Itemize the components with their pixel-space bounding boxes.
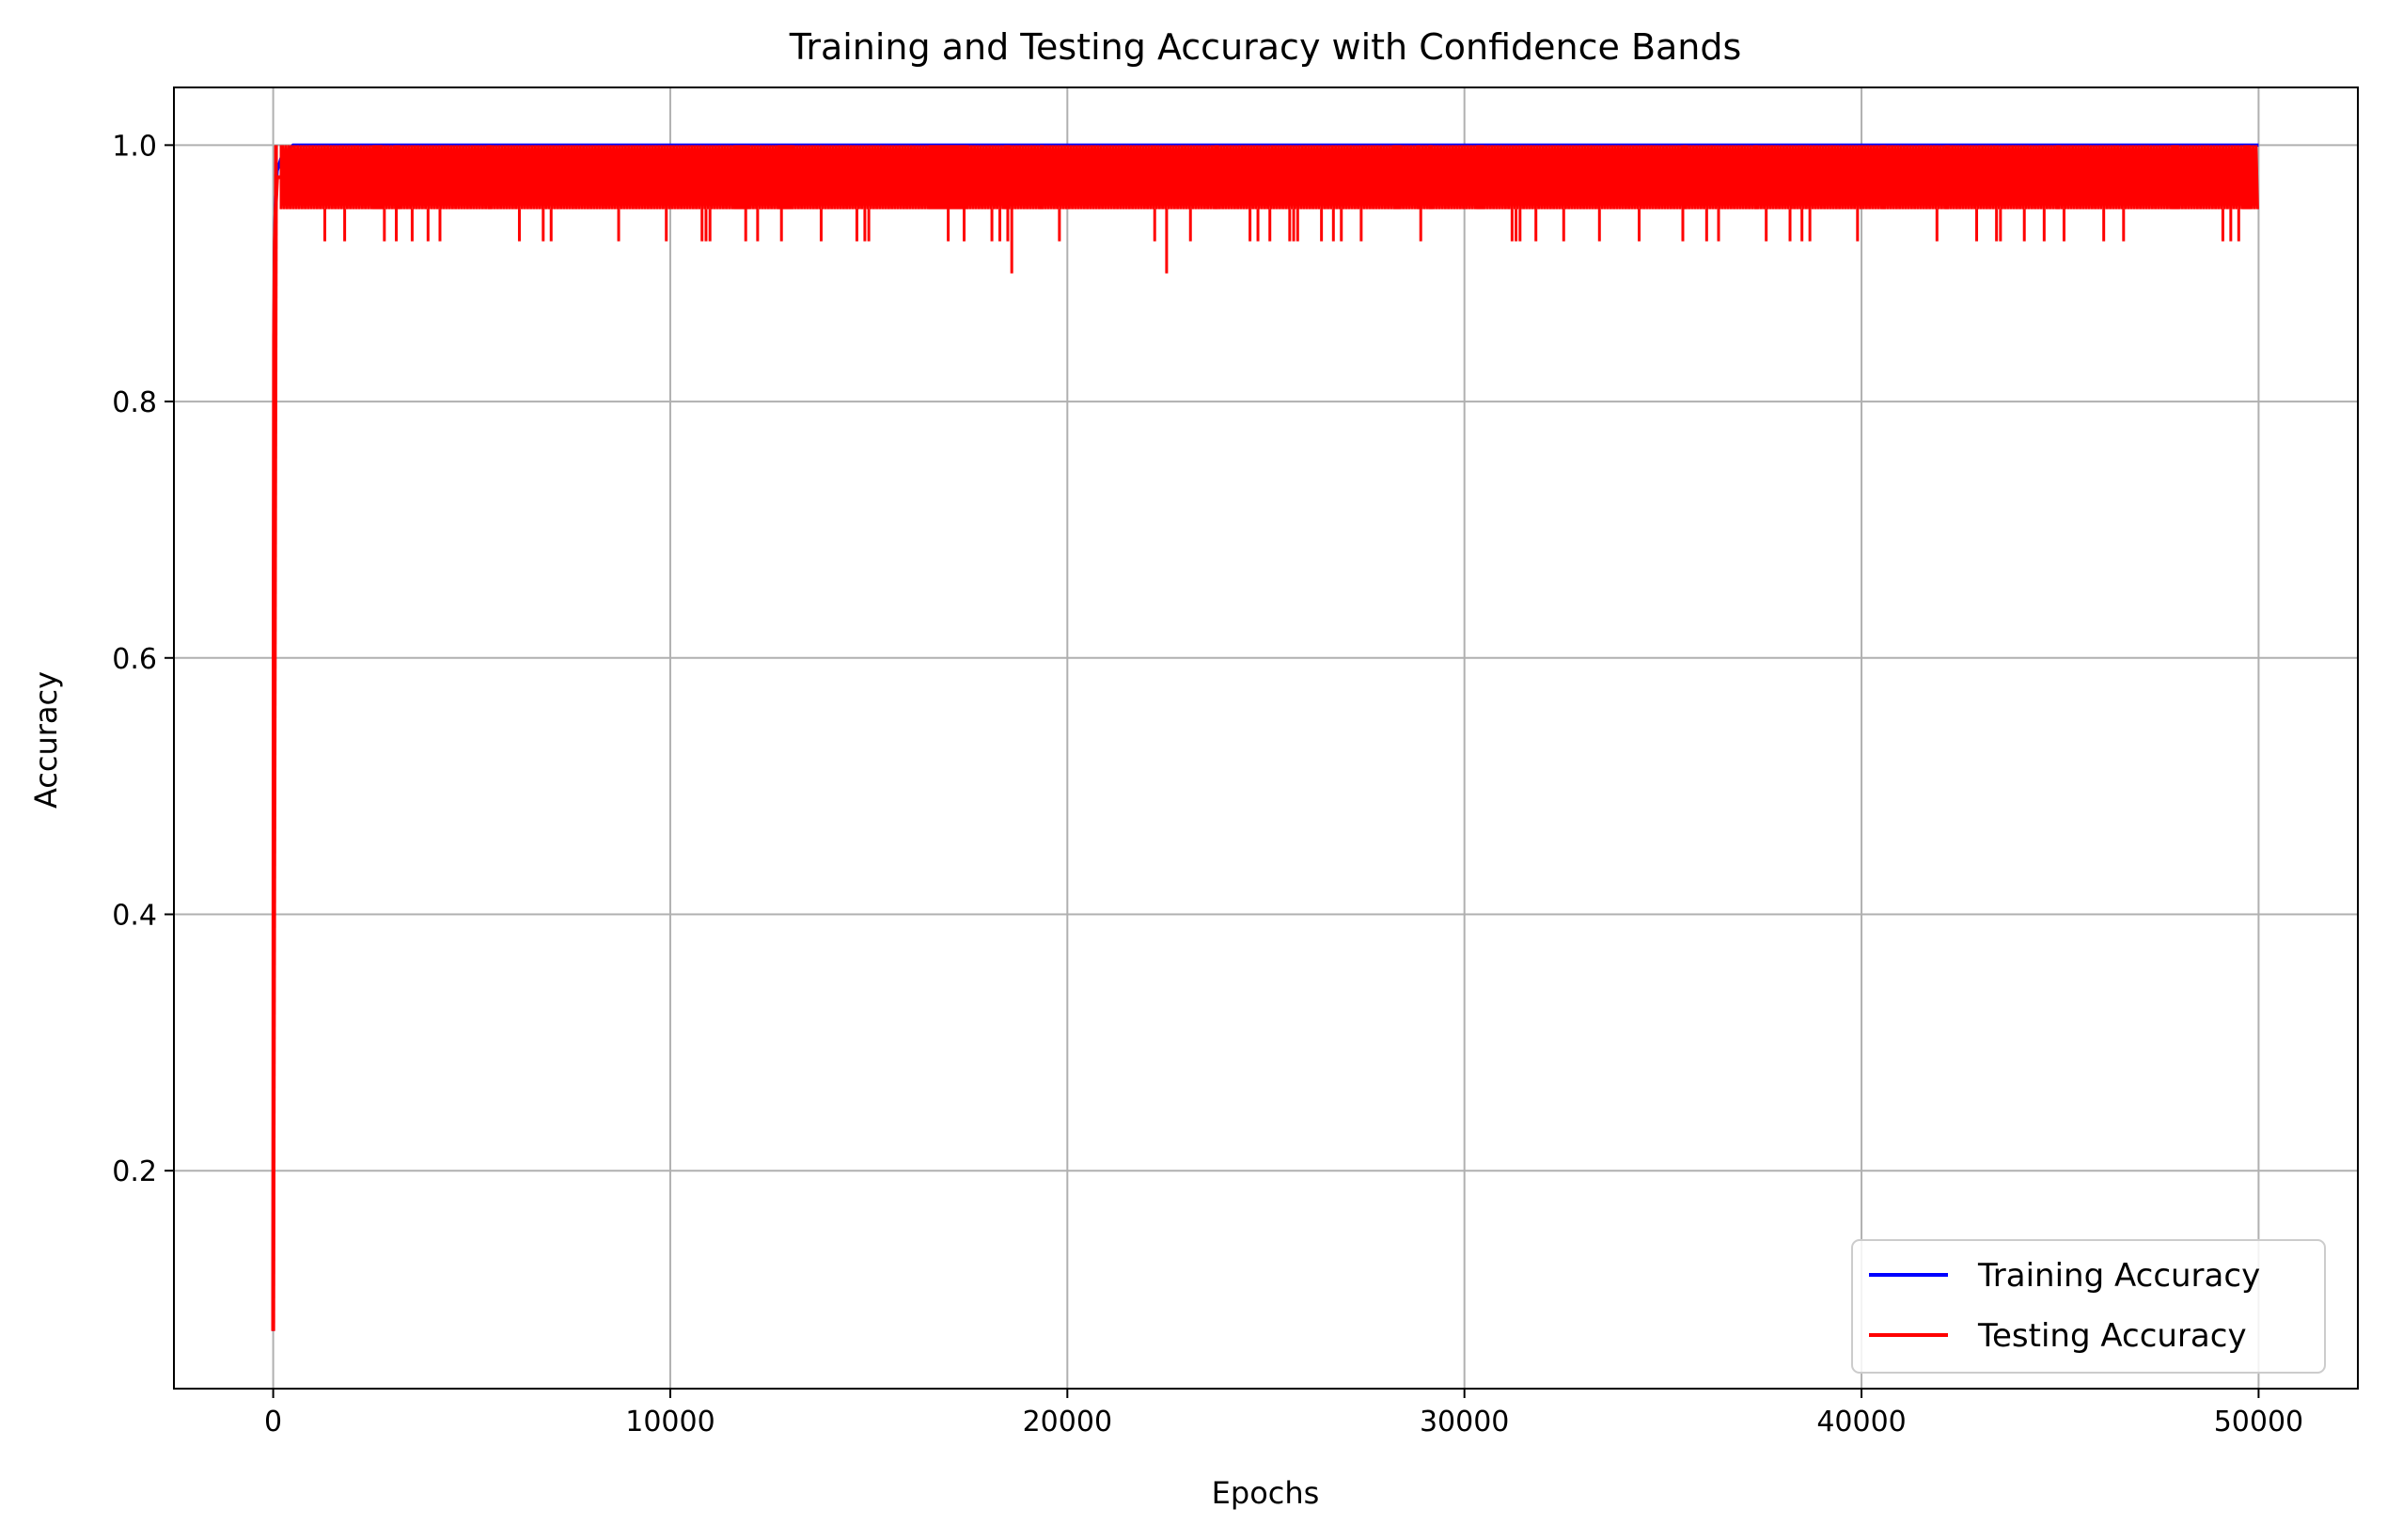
- band-fill-segment: [487, 145, 492, 210]
- series-oscillation-testing: [279, 145, 2259, 210]
- x-axis-label: Epochs: [1212, 1475, 1320, 1511]
- x-tick-label: 40000: [1816, 1406, 1906, 1438]
- band-fill-segment: [2242, 145, 2251, 210]
- y-axis-label: Accuracy: [28, 671, 64, 809]
- band-fill-segment: [1476, 145, 1484, 210]
- y-tick-label: 0.6: [112, 643, 157, 676]
- band-fill-segment: [1428, 145, 1433, 210]
- band-fill-segment: [777, 145, 793, 210]
- band-fill-segment: [1416, 145, 1421, 210]
- band-fill-segment: [928, 145, 968, 210]
- band-fill-segment: [372, 145, 383, 210]
- band-fill-segment: [733, 145, 750, 210]
- y-tick-label: 0.4: [112, 899, 157, 932]
- band-fill-segment: [1944, 145, 1949, 210]
- band-fill-segment: [2056, 145, 2061, 210]
- x-tick-label: 0: [264, 1406, 282, 1438]
- band-fill-segment: [1003, 145, 1011, 210]
- band-fill-segment: [1682, 145, 1688, 210]
- band-fill-segment: [394, 145, 400, 210]
- plot-background: [174, 87, 2358, 1389]
- band-fill-segment: [1214, 145, 1218, 210]
- y-axis: 0.2 0.4 0.6 0.8 1.0: [112, 130, 174, 1188]
- legend-box: [1851, 1239, 2326, 1374]
- x-tick-label: 50000: [2214, 1406, 2303, 1438]
- legend: Training Accuracy Testing Accuracy: [1851, 1239, 2326, 1374]
- series-layer: [271, 143, 2259, 1331]
- y-tick-label: 0.2: [112, 1155, 157, 1188]
- x-axis: 0 10000 20000 30000 40000 50000: [264, 1389, 2303, 1438]
- band-fill-segment: [1754, 145, 1759, 210]
- plot-frame: [173, 86, 2359, 1390]
- y-tick-label: 0.8: [112, 386, 157, 419]
- chart-title: Training and Testing Accuracy with Confi…: [789, 26, 1742, 68]
- band-fill-segment: [1039, 145, 1044, 210]
- legend-label-training: Training Accuracy: [1977, 1257, 2260, 1295]
- x-tick-label: 30000: [1420, 1406, 1509, 1438]
- y-tick-label: 1.0: [112, 130, 157, 163]
- plot-area: [173, 86, 2359, 1390]
- x-tick-label: 10000: [625, 1406, 715, 1438]
- series-rise-testing: [271, 145, 278, 1331]
- x-tick-label: 20000: [1023, 1406, 1112, 1438]
- band-fill-segment: [1881, 145, 1886, 210]
- band-fill-segment: [2171, 145, 2179, 210]
- legend-label-testing: Testing Accuracy: [1977, 1317, 2247, 1355]
- band-fill-segment: [1392, 145, 1402, 210]
